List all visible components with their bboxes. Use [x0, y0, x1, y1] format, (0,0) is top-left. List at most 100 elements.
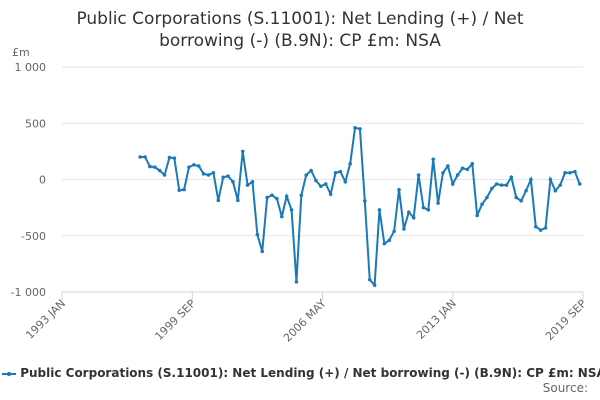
data-point — [568, 170, 572, 175]
data-point — [148, 164, 152, 169]
y-tick-label: 0 — [39, 174, 46, 187]
data-point — [494, 182, 499, 186]
data-point — [436, 201, 440, 205]
data-point — [333, 170, 338, 175]
data-point — [387, 238, 392, 243]
data-point — [338, 169, 343, 174]
y-tick-label: 500 — [25, 117, 46, 130]
data-point — [289, 208, 294, 212]
data-point — [363, 199, 367, 203]
data-point — [460, 166, 465, 171]
data-point — [465, 167, 470, 172]
data-point — [411, 215, 416, 220]
data-point — [348, 161, 352, 166]
data-point — [187, 165, 191, 169]
data-point — [553, 188, 558, 193]
data-point — [240, 149, 245, 154]
data-point — [431, 157, 436, 162]
data-point — [367, 277, 372, 282]
data-point — [450, 182, 455, 186]
data-point — [157, 168, 162, 173]
data-point — [392, 229, 396, 234]
data-point — [226, 174, 230, 178]
data-point — [279, 214, 284, 219]
data-point — [245, 183, 250, 187]
x-tick-label: 2006 MAY — [281, 297, 329, 345]
data-point — [255, 232, 260, 237]
data-point — [177, 188, 182, 192]
data-point — [260, 249, 265, 254]
data-point — [475, 213, 479, 218]
data-point — [216, 198, 221, 203]
data-point — [524, 188, 528, 193]
data-point — [162, 173, 167, 177]
data-point — [153, 165, 157, 169]
data-point — [294, 280, 299, 284]
data-point — [402, 227, 406, 231]
data-point — [167, 155, 172, 160]
data-point — [509, 175, 514, 180]
x-tick-label: 1993 JAN — [23, 297, 68, 342]
data-point — [284, 194, 289, 199]
data-point — [519, 199, 523, 203]
data-point — [275, 196, 279, 201]
y-tick-label: -1 000 — [11, 286, 46, 299]
data-point — [485, 195, 489, 200]
data-line — [140, 126, 581, 288]
data-point — [236, 198, 240, 203]
data-point — [563, 170, 567, 175]
source: Source: — [542, 381, 588, 395]
data-point — [480, 202, 484, 207]
data-point — [538, 228, 543, 232]
data-point — [319, 184, 323, 189]
data-point — [250, 179, 255, 184]
data-point — [406, 210, 411, 214]
legend: Public Corporations (S.11001): Net Lendi… — [2, 366, 600, 380]
data-point — [470, 161, 475, 166]
data-point — [182, 187, 186, 192]
data-point — [138, 155, 142, 159]
data-point — [323, 182, 328, 186]
data-point — [314, 178, 318, 183]
data-point — [377, 208, 382, 212]
data-point — [231, 179, 235, 184]
data-point — [265, 195, 269, 200]
data-point — [143, 155, 147, 159]
data-point — [309, 168, 313, 173]
data-point — [270, 193, 274, 198]
data-point — [543, 226, 548, 230]
data-point — [514, 195, 519, 200]
data-point — [353, 125, 357, 130]
data-point — [382, 241, 387, 246]
data-point — [490, 186, 494, 191]
data-point — [416, 173, 421, 177]
y-tick-label: 1 000 — [15, 61, 47, 74]
data-point — [358, 127, 362, 131]
legend-label: Public Corporations (S.11001): Net Lendi… — [20, 366, 600, 380]
data-point — [328, 192, 333, 196]
data-point — [192, 163, 196, 167]
data-point — [558, 183, 562, 187]
data-point — [221, 175, 225, 180]
y-tick-label: -500 — [21, 230, 46, 243]
data-point — [446, 164, 450, 168]
y-axis-label: £m — [12, 46, 30, 59]
data-point — [504, 183, 509, 187]
data-point — [455, 173, 460, 177]
data-point — [206, 173, 211, 177]
data-point — [372, 283, 377, 288]
chart-title: Public Corporations (S.11001): Net Lendi… — [76, 9, 524, 51]
x-tick-label: 2013 JAN — [414, 297, 459, 342]
legend-symbol — [2, 371, 16, 376]
data-point — [441, 170, 445, 175]
data-point — [211, 170, 216, 175]
data-point — [172, 156, 177, 160]
data-point — [548, 177, 553, 182]
data-point — [201, 172, 206, 176]
data-point — [397, 187, 401, 192]
data-point — [421, 205, 426, 210]
data-point — [196, 164, 201, 168]
data-point — [577, 182, 582, 186]
